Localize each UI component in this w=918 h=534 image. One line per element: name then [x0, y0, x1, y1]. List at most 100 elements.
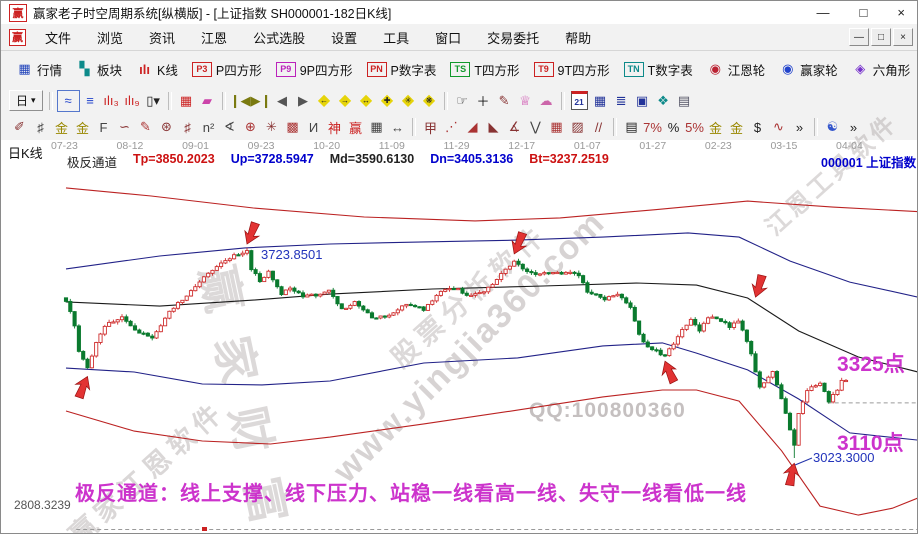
mdi-close-button[interactable]: ×	[893, 28, 913, 46]
hand-tool-button[interactable]: ☞	[452, 91, 473, 111]
candle-style-tool-button[interactable]: ▯▾	[143, 91, 164, 111]
crown-tool-button[interactable]: ♕	[515, 91, 536, 111]
angle-tool-button[interactable]: ∢	[219, 117, 240, 137]
cloud-tool-button[interactable]: ☁	[536, 91, 557, 111]
menu-item-file[interactable]: 文件	[45, 30, 72, 46]
pct-5-button[interactable]: 5%	[684, 117, 705, 137]
fan-lines-button[interactable]: ⋰	[441, 117, 462, 137]
mdi-restore-button[interactable]: □	[871, 28, 891, 46]
p-number-table-button[interactable]: PN P数字表	[360, 60, 444, 79]
slant-lines-button[interactable]: //	[588, 117, 609, 137]
vee-tool-button[interactable]: ⋁	[525, 117, 546, 137]
scribble-tool-button[interactable]: ≈	[56, 89, 80, 112]
pen-search-tool-button[interactable]: ✎	[494, 91, 515, 111]
bars-9-tool-button[interactable]: ılı₉	[122, 91, 143, 111]
winner-wheel-button[interactable]: ◉ 赢家轮	[772, 60, 845, 79]
nav-first-button[interactable]: ❙◀	[230, 91, 251, 111]
export-tool-button[interactable]: ❖	[653, 91, 674, 111]
red-grid-tool-button[interactable]: ▦	[176, 91, 197, 111]
menu-item-tools[interactable]: 工具	[383, 30, 410, 46]
grid-target-button[interactable]: ▩	[282, 117, 303, 137]
bars-3-tool-button[interactable]: ılı₃	[101, 91, 122, 111]
menu-item-news[interactable]: 资讯	[149, 30, 176, 46]
more-left-button[interactable]: »	[789, 117, 810, 137]
diamond-plus-button[interactable]: ◆ ✚	[377, 91, 398, 111]
maximize-button[interactable]: □	[859, 5, 868, 20]
cycle-circle-button[interactable]: ⊛	[156, 117, 177, 137]
menu-item-formula-pick[interactable]: 公式选股	[253, 30, 306, 46]
diamond-star-button[interactable]: ◆ ✳	[398, 91, 419, 111]
pen-tool-button[interactable]: ✐	[9, 117, 30, 137]
mdi-minimize-button[interactable]: —	[849, 28, 869, 46]
menu-item-window[interactable]: 窗口	[435, 30, 462, 46]
calculator-tool-button[interactable]: ▦	[590, 91, 611, 111]
close-button[interactable]: ×	[897, 5, 905, 20]
pct-7-button[interactable]: 7%	[642, 117, 663, 137]
fan-3-button[interactable]: ◣	[483, 117, 504, 137]
wave-tool-button[interactable]: И	[303, 117, 324, 137]
minimize-button[interactable]: —	[816, 5, 830, 20]
number-grid-button[interactable]: ▦	[366, 117, 387, 137]
yingjia-tool-button[interactable]: 赢	[345, 117, 366, 137]
gann-wheel-button[interactable]: ◉ 江恩轮	[700, 60, 773, 79]
pct-button[interactable]: %	[663, 117, 684, 137]
hexagon-button[interactable]: ◈ 六角形	[845, 60, 917, 79]
shen-tool-button[interactable]: 神	[324, 117, 345, 137]
grid-red-button[interactable]: ▦	[546, 117, 567, 137]
menu-item-trade[interactable]: 交易委托	[487, 30, 540, 46]
price-pen-button[interactable]: $	[747, 117, 768, 137]
star-burst-button[interactable]: ✳	[261, 117, 282, 137]
ruler-pct-button[interactable]: ▤	[621, 117, 642, 137]
arc-tool-button[interactable]: ∽	[114, 117, 135, 137]
save-tool-button[interactable]: ▣	[632, 91, 653, 111]
grid-arrow-button[interactable]: ▨	[567, 117, 588, 137]
color-chart-tool-button[interactable]: ▰	[197, 91, 218, 111]
gold-a-button[interactable]: 金	[705, 117, 726, 137]
golden-section-button[interactable]: 金	[51, 117, 72, 137]
platform-tool-button[interactable]: 甲	[420, 117, 441, 137]
taiji-tool-button[interactable]: ☯	[822, 117, 843, 137]
hexagon-icon: ◈	[855, 61, 866, 76]
kline-button[interactable]: ılı K线	[129, 60, 185, 79]
angle-2-button[interactable]: ∡	[504, 117, 525, 137]
quotes-button[interactable]: ▦ 行情	[9, 60, 69, 79]
menu-item-settings[interactable]: 设置	[331, 30, 358, 46]
more-right-button[interactable]: »	[843, 117, 864, 137]
circle-cross-button[interactable]: ⊕	[240, 117, 261, 137]
golden-box-button[interactable]: 金	[72, 117, 93, 137]
diamond-burst-button[interactable]: ◆ ❋	[419, 91, 440, 111]
9p-square-button[interactable]: P9 9P四方形	[269, 60, 360, 79]
gold-b-button[interactable]: 金	[726, 117, 747, 137]
diamond-left-button[interactable]: ◆ ←	[314, 91, 335, 111]
measure-tool-button[interactable]: ↔	[387, 117, 408, 137]
n-square-button[interactable]: n²	[198, 117, 219, 137]
calendar-tool-button[interactable]: 21	[569, 91, 590, 111]
t-square-button[interactable]: TS T四方形	[443, 60, 526, 79]
fibonacci-tool-button[interactable]: F	[93, 117, 114, 137]
menu-item-browse[interactable]: 浏览	[97, 30, 124, 46]
t-number-table-button[interactable]: TN T数字表	[617, 60, 700, 79]
pen2-tool-button[interactable]: ✎	[135, 117, 156, 137]
nav-prev-button[interactable]: ◀	[272, 91, 293, 111]
gann-lines-button[interactable]: ♯	[30, 117, 51, 137]
date-tick: 04-04	[836, 140, 863, 152]
9t-square-button[interactable]: T9 9T四方形	[527, 60, 617, 79]
period-selector[interactable]: 日 ▾	[9, 90, 43, 111]
notes-tool-button[interactable]: ≣	[611, 91, 632, 111]
menu-item-gann[interactable]: 江恩	[201, 30, 228, 46]
diamond-both-button[interactable]: ◆ ↔	[356, 91, 377, 111]
nav-last-button[interactable]: ▶❙	[251, 91, 272, 111]
p-square-button[interactable]: P3 P四方形	[185, 60, 269, 79]
fan-2-button[interactable]: ◢	[462, 117, 483, 137]
sectors-button[interactable]: ▚ 板块	[69, 60, 129, 79]
gann-lines-2-button[interactable]: ♯	[177, 117, 198, 137]
quotes-icon: ▦	[18, 61, 31, 76]
menu-item-help[interactable]: 帮助	[565, 30, 592, 46]
nav-next-button[interactable]: ▶	[293, 91, 314, 111]
diamond-right-button[interactable]: ◆ →	[335, 91, 356, 111]
wave-sine-button[interactable]: ∿	[768, 117, 789, 137]
print-tool-button[interactable]: ▤	[674, 91, 695, 111]
doc-tool-button[interactable]: ≡	[80, 91, 101, 111]
crosshair-tool-button[interactable]: ＋	[473, 91, 494, 111]
